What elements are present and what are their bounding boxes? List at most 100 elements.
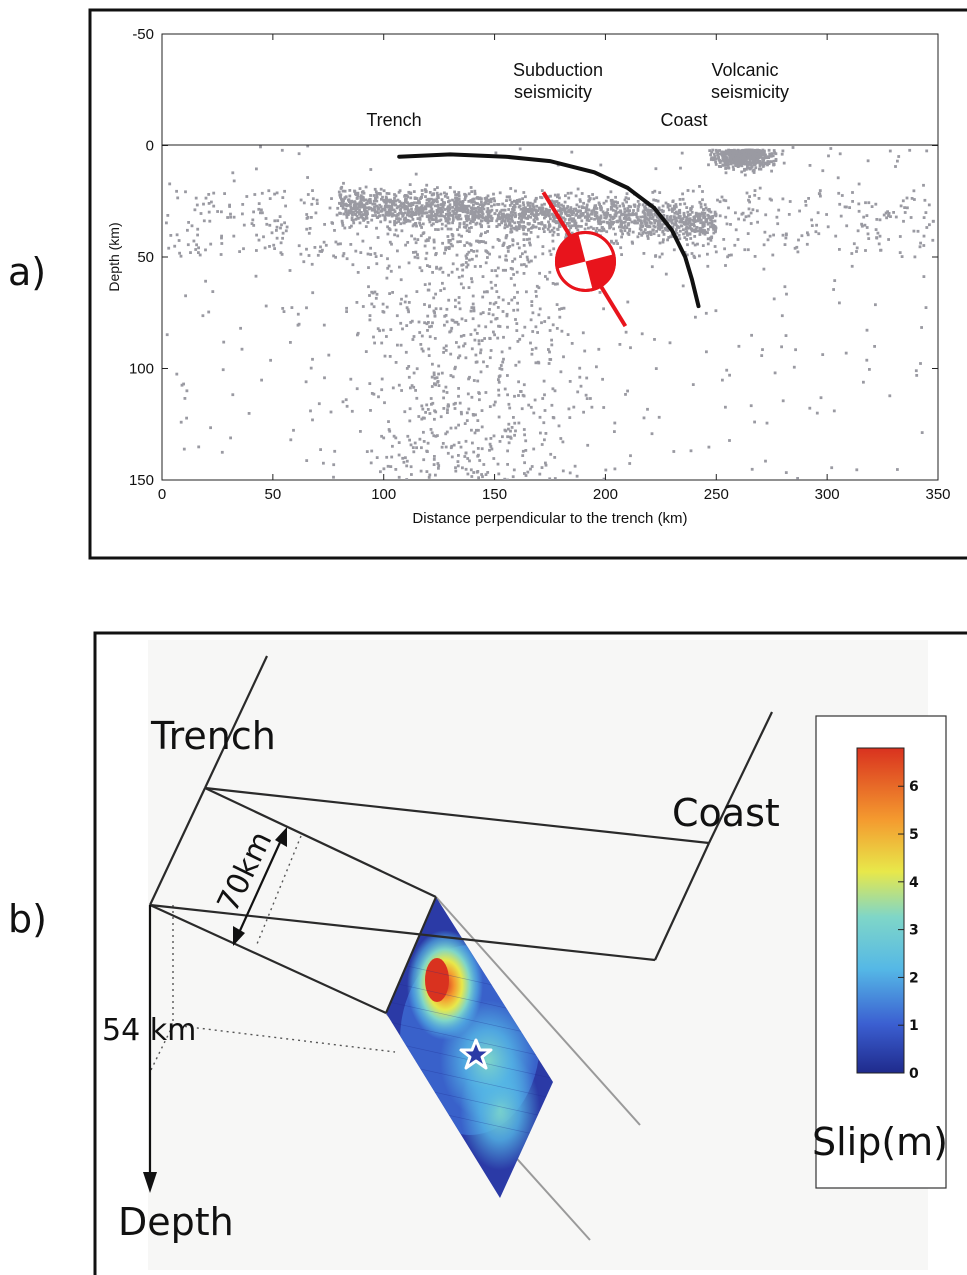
seismicity-point — [426, 288, 430, 292]
seismicity-point — [497, 215, 500, 219]
seismicity-point — [461, 274, 464, 278]
seismicity-point — [420, 347, 424, 351]
seismicity-point — [375, 199, 379, 203]
seismicity-point — [477, 208, 481, 212]
seismicity-point — [387, 208, 391, 212]
seismicity-point — [600, 229, 603, 233]
seismicity-point — [638, 227, 642, 231]
seismicity-point — [479, 312, 483, 316]
seismicity-point — [495, 274, 499, 278]
seismicity-point — [223, 192, 226, 195]
seismicity-point — [652, 198, 656, 202]
seismicity-point — [814, 230, 818, 234]
seismicity-point — [368, 314, 372, 317]
seismicity-point — [458, 214, 462, 217]
seismicity-point — [885, 216, 888, 220]
seismicity-point — [409, 196, 413, 200]
seismicity-point — [165, 221, 168, 225]
seismicity-point — [781, 399, 785, 403]
seismicity-point — [571, 217, 575, 221]
seismicity-point — [457, 387, 460, 390]
seismicity-point — [493, 400, 497, 404]
seismicity-point — [515, 227, 519, 231]
seismicity-point — [448, 186, 452, 189]
seismicity-point — [255, 167, 258, 171]
seismicity-point — [356, 194, 360, 198]
seismicity-point — [691, 241, 695, 245]
seismicity-point — [412, 213, 415, 216]
seismicity-point — [552, 218, 556, 221]
seismicity-point — [498, 440, 502, 443]
seismicity-point — [399, 302, 403, 306]
seismicity-point — [316, 253, 320, 257]
seismicity-point — [396, 198, 400, 202]
seismicity-point — [924, 306, 928, 309]
seismicity-point — [558, 206, 562, 210]
seismicity-point — [751, 149, 754, 153]
seismicity-point — [372, 392, 376, 396]
seismicity-point — [354, 212, 357, 216]
seismicity-point — [681, 217, 685, 220]
seismicity-point — [522, 191, 526, 194]
seismicity-point — [754, 153, 758, 156]
seismicity-point — [410, 213, 413, 217]
seismicity-point — [796, 477, 799, 480]
seismicity-point — [414, 389, 417, 392]
seismicity-point — [532, 214, 536, 218]
seismicity-point — [451, 198, 454, 202]
seismicity-point — [582, 206, 586, 210]
seismicity-point — [169, 234, 173, 237]
colorbar-tick-label: 6 — [909, 779, 919, 795]
seismicity-point — [386, 232, 390, 236]
seismicity-point — [408, 438, 411, 442]
seismicity-point — [228, 205, 231, 208]
seismicity-point — [764, 213, 768, 217]
seismicity-point — [414, 241, 418, 245]
seismicity-point — [522, 220, 525, 224]
seismicity-point — [711, 226, 715, 230]
seismicity-point — [513, 221, 517, 225]
seismicity-point — [419, 343, 423, 346]
seismicity-point — [536, 213, 540, 216]
seismicity-point — [425, 211, 428, 215]
seismicity-point — [538, 227, 541, 230]
seismicity-point — [459, 334, 463, 338]
seismicity-point — [612, 200, 615, 204]
seismicity-point — [857, 182, 861, 186]
seismicity-point — [478, 222, 482, 226]
seismicity-point — [752, 152, 756, 155]
seismicity-point — [355, 202, 359, 206]
seismicity-point — [637, 203, 641, 206]
seismicity-point — [548, 230, 552, 234]
seismicity-point — [374, 214, 377, 217]
seismicity-point — [693, 217, 696, 221]
seismicity-point — [726, 255, 729, 259]
seismicity-point — [471, 215, 475, 219]
seismicity-point — [494, 317, 498, 321]
seismicity-point — [558, 307, 561, 311]
seismicity-point — [426, 408, 430, 411]
seismicity-point — [502, 357, 505, 361]
seismicity-point — [787, 213, 791, 216]
seismicity-point — [486, 217, 490, 220]
seismicity-point — [498, 191, 502, 195]
seismicity-point — [421, 349, 425, 353]
seismicity-point — [602, 307, 605, 311]
seismicity-point — [535, 212, 538, 215]
seismicity-point — [566, 191, 570, 195]
seismicity-point — [403, 194, 407, 197]
seismicity-point — [259, 211, 262, 215]
seismicity-point — [506, 374, 509, 377]
seismicity-point — [531, 330, 535, 333]
seismicity-point — [806, 231, 809, 235]
seismicity-point — [753, 255, 757, 258]
seismicity-point — [784, 232, 788, 236]
seismicity-point — [384, 198, 388, 201]
seismicity-point — [348, 226, 352, 229]
seismicity-point — [542, 230, 546, 233]
seismicity-point — [753, 189, 757, 192]
seismicity-point — [697, 212, 701, 216]
seismicity-point — [480, 447, 484, 451]
seismicity-point — [457, 275, 461, 279]
seismicity-point — [592, 227, 595, 230]
